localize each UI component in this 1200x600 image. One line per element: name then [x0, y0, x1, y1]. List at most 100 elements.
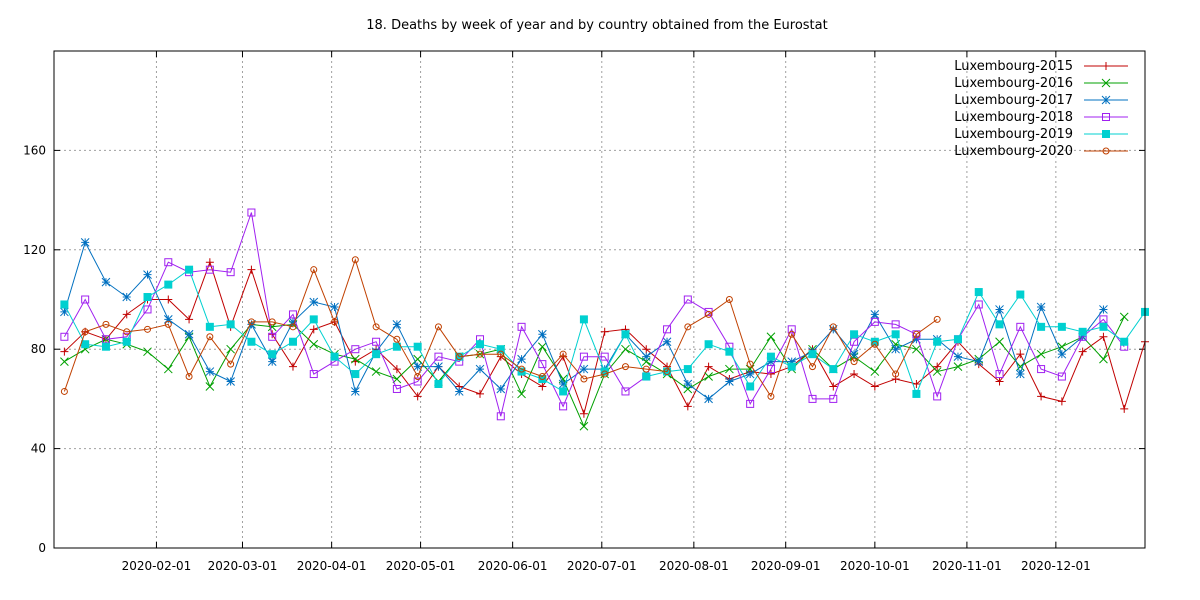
data-point [60, 307, 69, 317]
data-point [143, 347, 152, 357]
legend-label: Luxembourg-2020 [954, 144, 1073, 159]
data-point [372, 337, 381, 346]
data-point [912, 344, 921, 354]
data-point [434, 362, 443, 371]
tick-layer: 0 40 80 120 160 2020-02-01 2020-03-01 2020-04-0… [23, 51, 1145, 573]
data-point [309, 325, 318, 334]
data-point [579, 364, 589, 374]
series-layer [60, 208, 1149, 431]
data-point [330, 352, 339, 361]
data-point [1120, 404, 1129, 413]
data-point [621, 387, 630, 396]
y-tick-label: 160 [23, 143, 46, 157]
data-point [351, 345, 360, 354]
data-point [933, 315, 941, 323]
data-point [101, 277, 111, 287]
data-point [288, 362, 297, 371]
data-point [267, 357, 277, 366]
data-point [351, 370, 360, 379]
data-point [829, 382, 838, 391]
data-point [704, 394, 713, 404]
data-point [705, 310, 713, 318]
data-point [538, 382, 547, 391]
data-point [497, 350, 505, 358]
legend-marker [1102, 130, 1110, 138]
data-point [621, 363, 629, 371]
data-point [392, 342, 401, 351]
series-luxembourg-2020 [60, 256, 941, 400]
data-point [725, 364, 734, 374]
data-point [496, 412, 505, 421]
data-point [372, 350, 381, 359]
data-point [683, 365, 692, 374]
data-point [392, 365, 401, 374]
data-point [206, 333, 214, 341]
data-point [267, 322, 277, 332]
data-point [414, 373, 422, 381]
x-tick-label: 2020-02-01 [122, 559, 192, 573]
data-point [184, 329, 194, 339]
data-point [601, 370, 609, 378]
data-point [787, 362, 796, 371]
legend-label: Luxembourg-2018 [954, 110, 1073, 125]
data-point [393, 335, 401, 343]
x-tick-label: 2020-11-01 [932, 559, 1002, 573]
data-point [1037, 365, 1046, 374]
data-point [704, 372, 713, 381]
legend-marker [1101, 78, 1111, 88]
data-point [1078, 347, 1087, 356]
data-point [1036, 302, 1046, 312]
data-point [205, 382, 215, 391]
data-point [912, 389, 921, 398]
data-point [185, 265, 194, 274]
data-point [205, 322, 214, 331]
x-tick-label: 2020-07-01 [567, 559, 637, 573]
data-point [912, 334, 921, 344]
data-point [227, 360, 235, 368]
data-point [537, 342, 547, 352]
data-point [517, 322, 526, 331]
data-point [205, 258, 214, 267]
data-point [559, 387, 568, 396]
legend-item: Luxembourg-2018 [954, 110, 1128, 125]
data-point [891, 330, 900, 339]
data-point [642, 372, 651, 381]
data-point [226, 377, 235, 386]
data-point [476, 350, 484, 358]
grid-layer [54, 51, 1145, 548]
data-point [331, 318, 339, 326]
data-point [476, 389, 485, 398]
data-point [746, 360, 754, 368]
data-point [725, 347, 734, 356]
data-point [788, 330, 796, 338]
data-point [247, 318, 255, 326]
data-point [1016, 322, 1025, 331]
data-point [1119, 312, 1129, 322]
data-point [455, 353, 463, 361]
data-point [787, 325, 796, 334]
data-point [185, 315, 194, 324]
data-point [683, 379, 693, 389]
data-point [828, 324, 838, 334]
data-point [268, 318, 276, 326]
data-point [995, 305, 1004, 314]
data-point [995, 337, 1004, 347]
data-point [932, 367, 942, 376]
data-point [60, 300, 69, 309]
data-point [1015, 369, 1025, 379]
data-point [372, 323, 380, 331]
x-tick-label: 2020-04-01 [297, 559, 367, 573]
data-point [767, 392, 775, 400]
series-luxembourg-2015 [60, 258, 1149, 418]
data-point [163, 364, 173, 374]
data-point [912, 379, 921, 388]
data-point [808, 350, 817, 359]
data-point [933, 392, 942, 401]
data-point [558, 379, 568, 389]
legend-marker [1101, 95, 1111, 105]
x-tick-label: 2020-09-01 [751, 559, 821, 573]
data-point [871, 340, 879, 348]
data-point [1037, 322, 1046, 331]
data-point [226, 344, 235, 354]
data-point [725, 377, 734, 386]
